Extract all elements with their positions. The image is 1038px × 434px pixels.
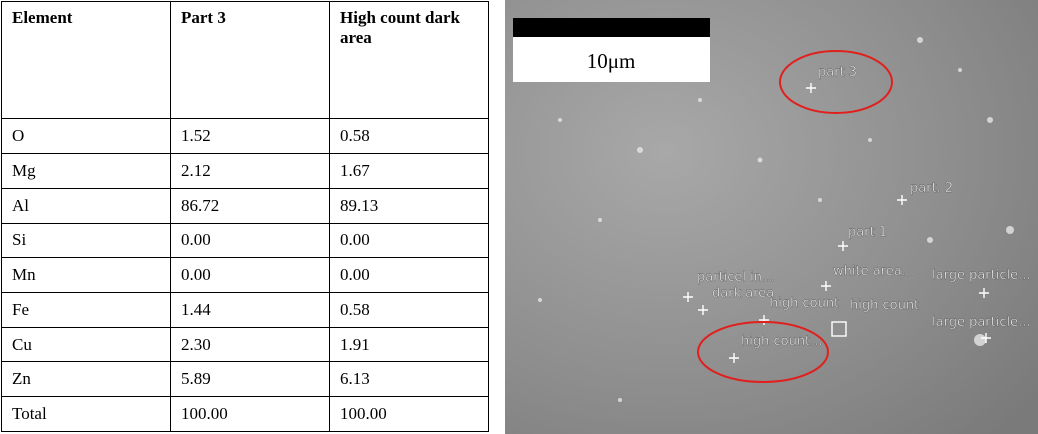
point-label: large particle... <box>932 315 1031 330</box>
point-label: part 1 <box>848 225 887 240</box>
table-cell: Al <box>2 188 171 223</box>
table-cell: 2.30 <box>171 327 330 362</box>
table-cell: Cu <box>2 327 171 362</box>
table-cell: 100.00 <box>330 397 489 432</box>
header-row: Element Part 3 High count dark area <box>2 2 489 119</box>
header-cell: High count dark area <box>330 2 489 119</box>
table-cell: 6.13 <box>330 362 489 397</box>
table-cell: 1.52 <box>171 119 330 154</box>
scale-bar <box>513 18 710 37</box>
table-cell: 0.00 <box>171 258 330 293</box>
table-cell: 5.89 <box>171 362 330 397</box>
scale-label: 10μm <box>587 49 636 73</box>
table-cell: 0.58 <box>330 119 489 154</box>
header-cell: Element <box>2 2 171 119</box>
point-label: high count <box>770 296 839 311</box>
point-label: dark area <box>712 286 774 301</box>
table-cell: Si <box>2 223 171 258</box>
table-cell: 0.58 <box>330 293 489 328</box>
table-cell: Total <box>2 397 171 432</box>
point-label: white area... <box>833 264 914 279</box>
table-cell: 86.72 <box>171 188 330 223</box>
table-cell: 1.91 <box>330 327 489 362</box>
table-cell: 1.44 <box>171 293 330 328</box>
table-cell: 100.00 <box>171 397 330 432</box>
table-cell: 2.12 <box>171 154 330 189</box>
table-cell: O <box>2 119 171 154</box>
point-label: high count... <box>741 334 823 349</box>
table-cell: 1.67 <box>330 154 489 189</box>
page: Element Part 3 High count dark area O1.5… <box>0 0 1038 434</box>
table-cell: Mg <box>2 154 171 189</box>
table-cell: Mn <box>2 258 171 293</box>
table-cell: Zn <box>2 362 171 397</box>
point-label: part 3 <box>818 65 857 80</box>
table-cell: 89.13 <box>330 188 489 223</box>
sem-image: 10μm part 3 part. 2 part 1 white area...… <box>505 0 1038 434</box>
table-cell: 0.00 <box>171 223 330 258</box>
point-label: large particle... <box>932 268 1031 283</box>
point-label: part. 2 <box>910 181 953 196</box>
point-label: particel in... <box>697 270 774 285</box>
table-cell: Fe <box>2 293 171 328</box>
point-label: high count <box>850 298 919 313</box>
header-cell: Part 3 <box>171 2 330 119</box>
table-cell: 0.00 <box>330 258 489 293</box>
table-cell: 0.00 <box>330 223 489 258</box>
